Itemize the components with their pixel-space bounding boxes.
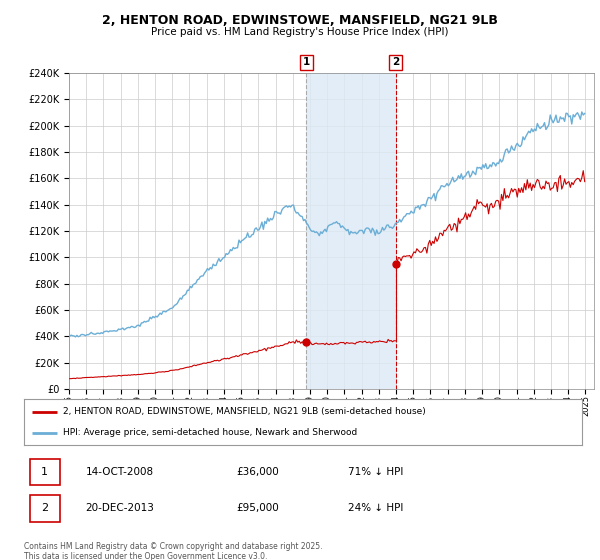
Text: 2, HENTON ROAD, EDWINSTOWE, MANSFIELD, NG21 9LB: 2, HENTON ROAD, EDWINSTOWE, MANSFIELD, N… xyxy=(102,14,498,27)
Text: 20-DEC-2013: 20-DEC-2013 xyxy=(85,503,154,514)
Bar xyxy=(307,73,395,389)
FancyBboxPatch shape xyxy=(29,459,60,486)
Text: £36,000: £36,000 xyxy=(236,467,279,477)
Text: Price paid vs. HM Land Registry's House Price Index (HPI): Price paid vs. HM Land Registry's House … xyxy=(151,27,449,37)
Text: 2, HENTON ROAD, EDWINSTOWE, MANSFIELD, NG21 9LB (semi-detached house): 2, HENTON ROAD, EDWINSTOWE, MANSFIELD, N… xyxy=(63,407,426,416)
Text: 1: 1 xyxy=(41,467,48,477)
Text: 71% ↓ HPI: 71% ↓ HPI xyxy=(347,467,403,477)
Text: 2: 2 xyxy=(41,503,48,514)
Text: 2: 2 xyxy=(392,57,399,67)
Text: 24% ↓ HPI: 24% ↓ HPI xyxy=(347,503,403,514)
FancyBboxPatch shape xyxy=(29,495,60,522)
Text: HPI: Average price, semi-detached house, Newark and Sherwood: HPI: Average price, semi-detached house,… xyxy=(63,428,358,437)
Text: Contains HM Land Registry data © Crown copyright and database right 2025.
This d: Contains HM Land Registry data © Crown c… xyxy=(24,542,323,560)
Text: 1: 1 xyxy=(303,57,310,67)
Text: 14-OCT-2008: 14-OCT-2008 xyxy=(85,467,154,477)
Text: £95,000: £95,000 xyxy=(236,503,279,514)
